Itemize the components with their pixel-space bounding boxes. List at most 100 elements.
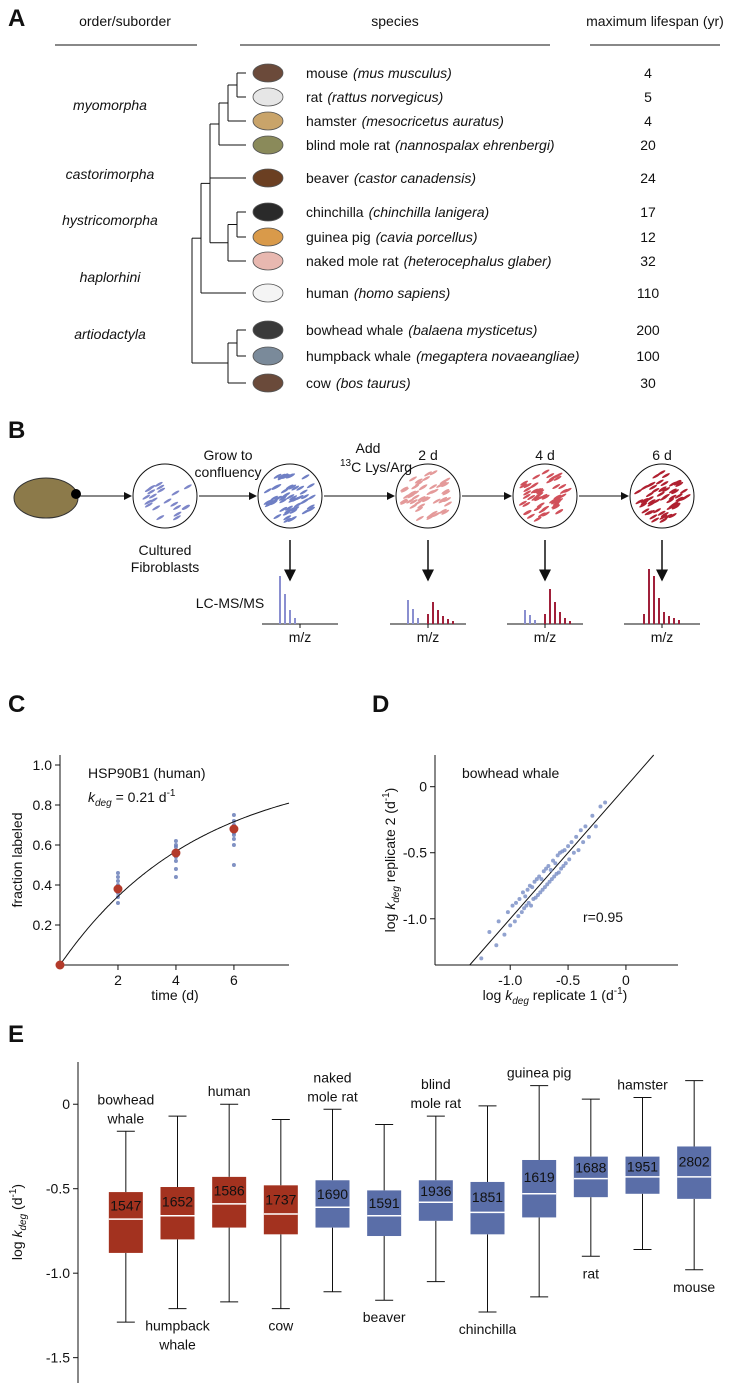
box — [367, 1190, 402, 1237]
cell — [265, 499, 274, 505]
isotope-mass: 13 — [340, 458, 352, 469]
cell — [649, 484, 658, 490]
text-run: -1 — [8, 1188, 19, 1197]
x-tick-label: -1.0 — [498, 972, 522, 988]
common-name: blind mole rat — [306, 137, 390, 153]
cell — [432, 512, 441, 518]
cell — [306, 483, 315, 489]
step-label: Cultured — [139, 542, 192, 558]
cell — [661, 473, 670, 479]
cell — [519, 483, 528, 489]
order-name: myomorpha — [73, 97, 147, 113]
cell — [441, 489, 450, 494]
cell — [533, 488, 542, 494]
common-name: cow — [306, 375, 332, 391]
x-tick-label: -0.5 — [556, 972, 580, 988]
cell — [422, 497, 430, 503]
cell — [649, 514, 658, 520]
panel-label: C — [8, 691, 25, 718]
cell — [273, 473, 282, 479]
cell — [558, 484, 567, 490]
cell — [438, 481, 447, 487]
data-point — [173, 875, 178, 879]
latin-name: (mus musculus) — [353, 65, 452, 81]
cell — [640, 485, 649, 490]
lifespan: 110 — [637, 285, 660, 301]
y-tick-label: -0.5 — [403, 845, 427, 861]
data-point — [555, 853, 560, 858]
cell — [671, 489, 680, 495]
data-point — [173, 839, 178, 843]
cell — [291, 496, 300, 502]
data-point — [562, 848, 567, 853]
text-run: log — [483, 987, 506, 1003]
text-run: deg — [18, 1213, 29, 1230]
data-point — [502, 932, 507, 937]
cell — [426, 513, 435, 519]
culture-dish — [629, 463, 695, 529]
cell — [533, 493, 542, 499]
category-label: mole rat — [411, 1095, 462, 1111]
cell — [403, 493, 411, 499]
spectrum-axis-label: m/z — [289, 629, 312, 645]
cell — [144, 502, 153, 508]
data-point — [526, 900, 531, 905]
y-tick-label: -1.0 — [46, 1265, 70, 1281]
common-name: humpback whale — [306, 348, 411, 364]
data-point — [516, 914, 521, 919]
lifespan: 200 — [636, 322, 660, 338]
common-name: guinea pig — [306, 229, 371, 245]
species-name: bowhead whale (balaena mysticetus) — [306, 322, 537, 338]
text-run: deg — [512, 996, 529, 1007]
cell — [541, 494, 550, 500]
y-tick-label: -1.0 — [403, 911, 427, 927]
data-point — [173, 859, 178, 863]
data-point — [525, 887, 530, 892]
latin-name: (castor canadensis) — [354, 170, 476, 186]
cell — [411, 494, 420, 500]
common-name: hamster — [306, 113, 357, 129]
data-point — [231, 863, 236, 867]
cell — [296, 485, 305, 491]
box — [108, 1192, 143, 1253]
animal-icon — [252, 251, 284, 271]
isotope-rest: C Lys/Arg — [351, 459, 412, 475]
lifespan: 20 — [640, 137, 656, 153]
animal-icon — [252, 202, 284, 222]
common-name: beaver — [306, 170, 349, 186]
cell — [284, 508, 293, 514]
cell — [553, 494, 562, 500]
y-tick-label: 0 — [62, 1096, 70, 1112]
culture-dish — [132, 463, 198, 529]
data-point — [566, 844, 571, 849]
category-label: bowhead — [97, 1091, 154, 1107]
order-name: hystricomorpha — [62, 212, 158, 228]
cell — [426, 514, 435, 520]
cell — [170, 501, 179, 507]
cell — [541, 469, 550, 475]
category-label: mouse — [673, 1279, 715, 1295]
cell — [289, 508, 298, 514]
category-label: cow — [268, 1318, 294, 1334]
cell — [422, 476, 431, 482]
data-point — [512, 919, 517, 924]
species-name: chinchilla (chinchilla lanigera) — [306, 204, 489, 220]
cell — [415, 480, 423, 486]
cell — [555, 509, 564, 514]
cell — [307, 494, 316, 500]
text-run: (d — [9, 1197, 25, 1213]
data-point — [487, 929, 492, 934]
rat-body — [13, 477, 79, 519]
common-name: naked mole rat — [306, 253, 399, 269]
data-point — [522, 906, 527, 911]
animal-icon — [252, 346, 284, 366]
data-point — [115, 875, 120, 879]
data-point — [537, 874, 542, 879]
cell — [411, 490, 420, 496]
panel-label: A — [8, 5, 25, 32]
data-point — [552, 874, 557, 879]
animal-icon — [252, 320, 284, 340]
cell — [163, 498, 172, 504]
cell — [415, 515, 424, 521]
latin-name: (heterocephalus glaber) — [404, 253, 552, 269]
